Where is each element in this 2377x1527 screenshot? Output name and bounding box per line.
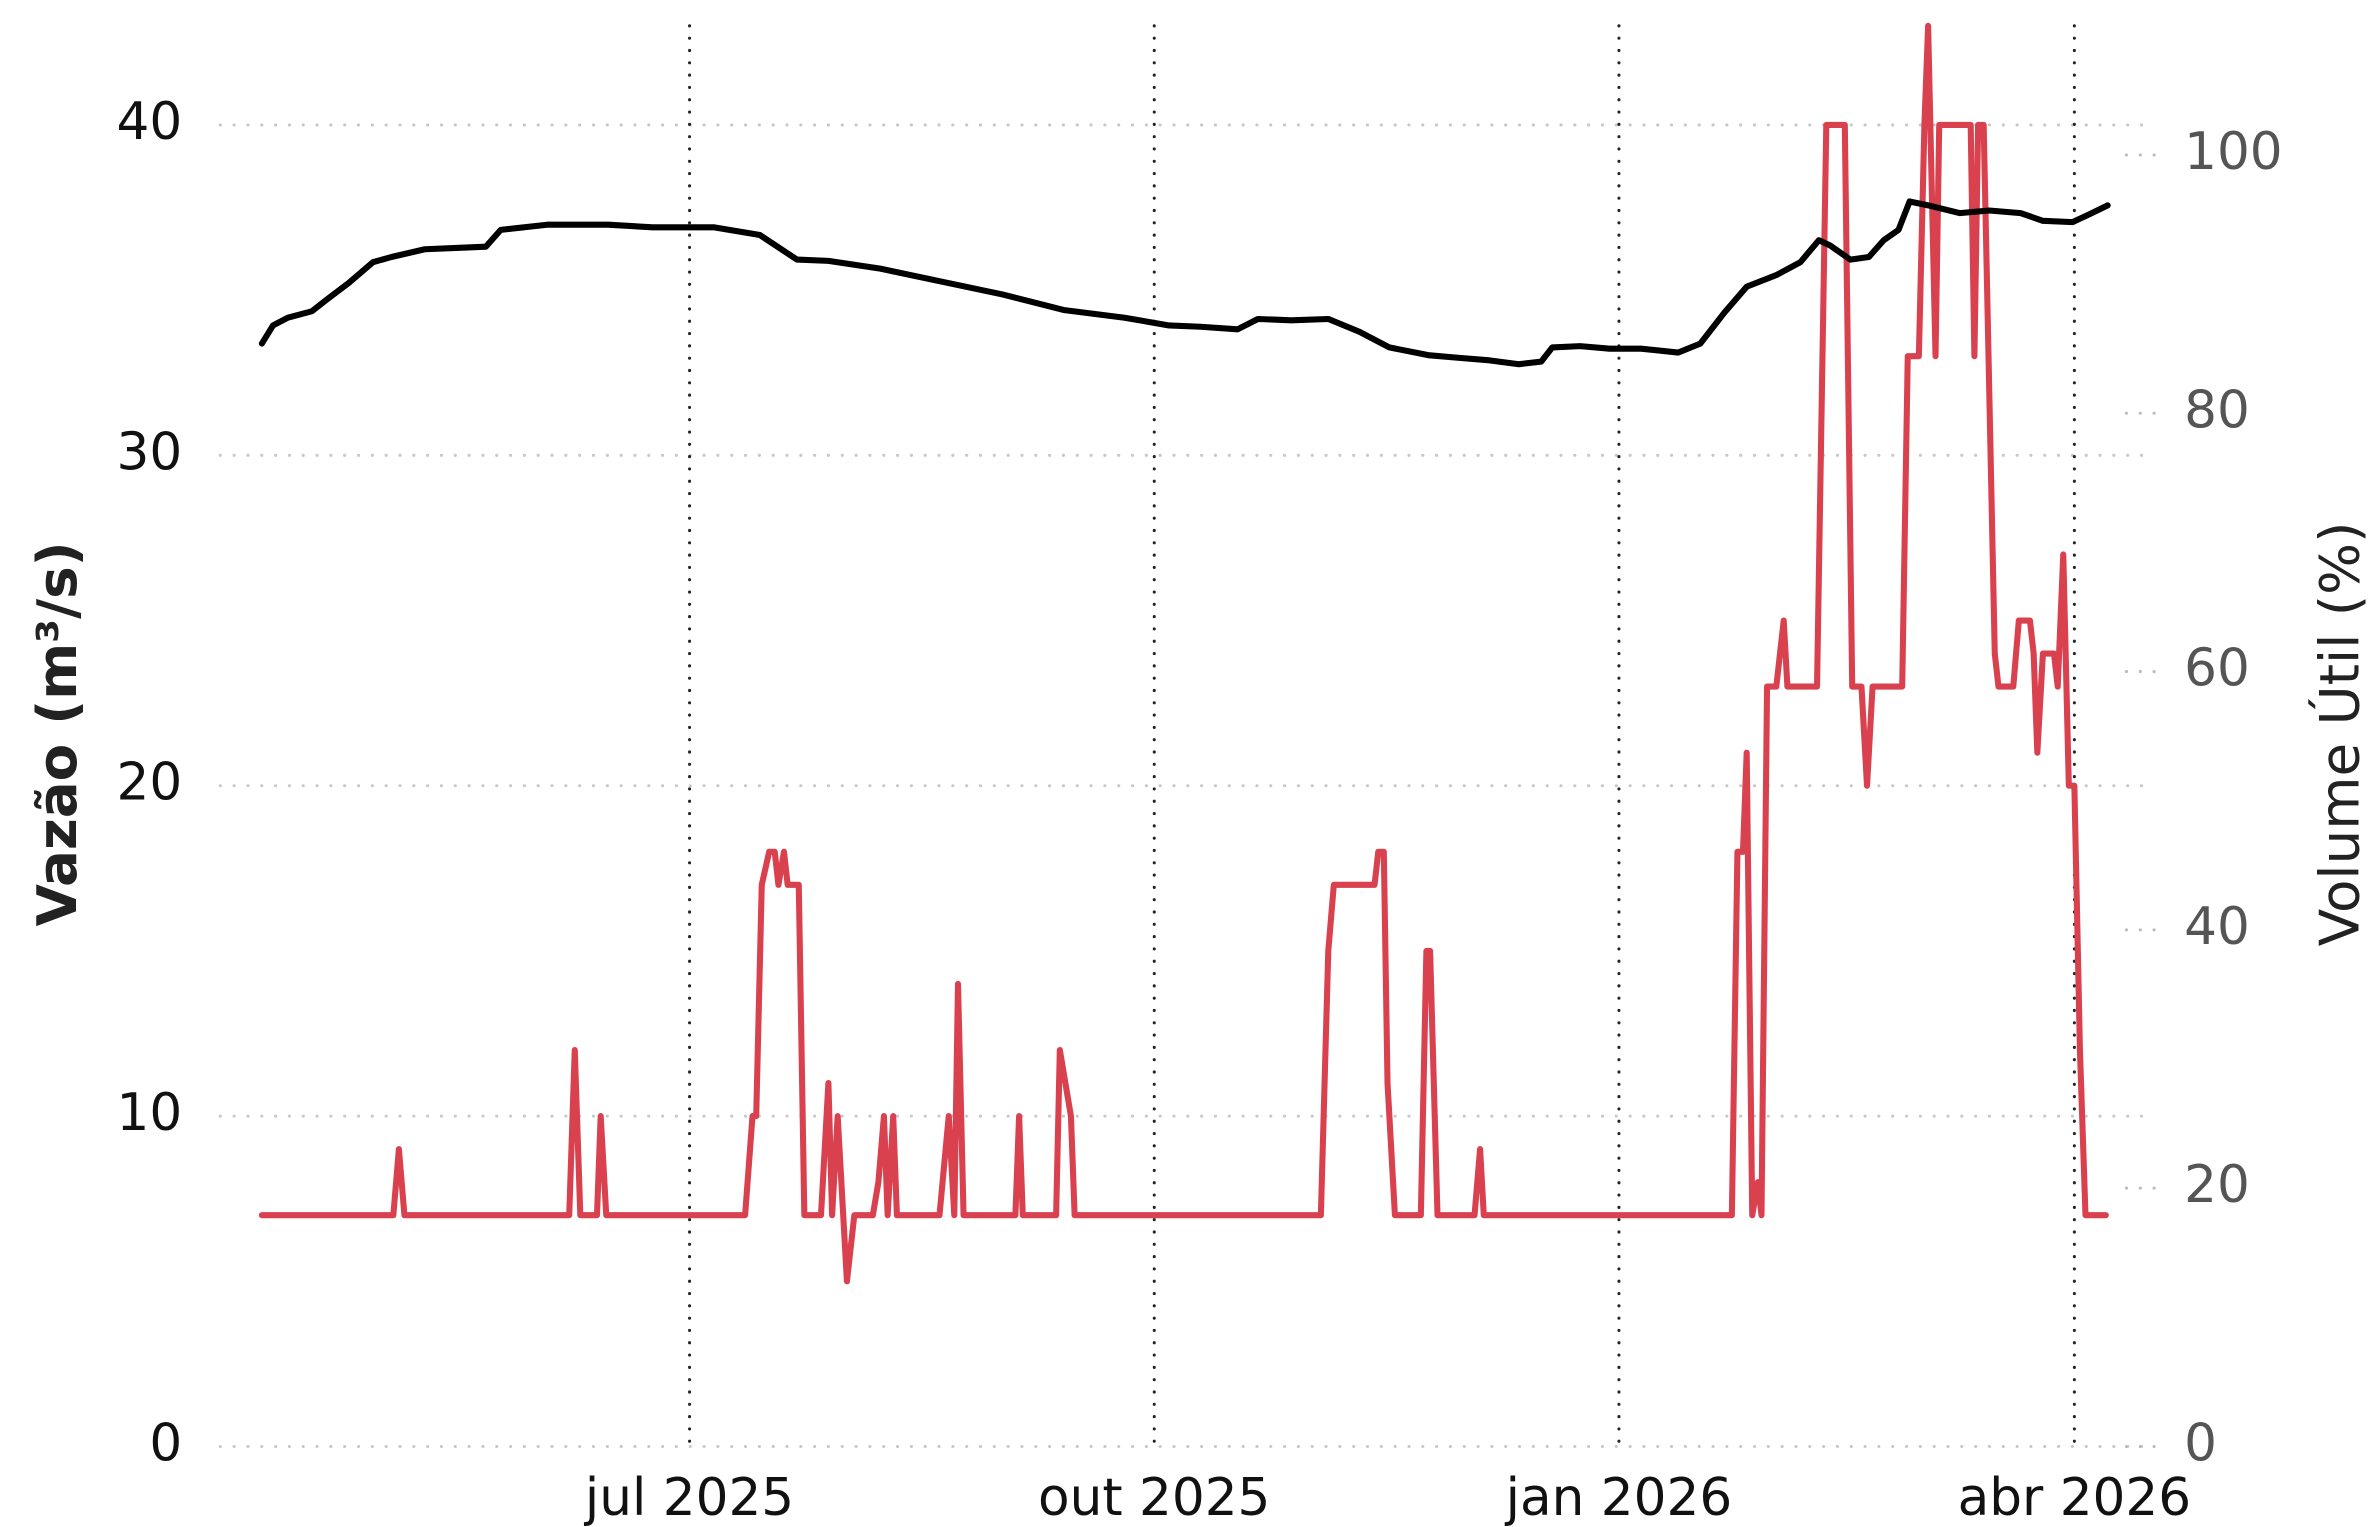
y2-tick-label: 100 — [2184, 122, 2283, 182]
y-tick-label: 20 — [117, 753, 183, 813]
y2-tick-label: 20 — [2184, 1155, 2250, 1215]
series-line — [258, 22, 2109, 1285]
y2-tick-label: 0 — [2184, 1413, 2217, 1473]
y-axis-title: Vazão (m³/s) — [25, 541, 89, 926]
y-tick-label: 40 — [117, 92, 183, 152]
x-tick-label: jan 2026 — [1505, 1468, 1733, 1527]
y2-tick-label: 60 — [2184, 639, 2250, 699]
y2-tick-label: 40 — [2184, 897, 2250, 957]
y-tick-label: 10 — [117, 1083, 183, 1143]
y2-axis-title: Volume Útil (%) — [2308, 522, 2372, 947]
x-tick-label: abr 2026 — [1958, 1468, 2191, 1527]
y-tick-label: 30 — [117, 422, 183, 482]
x-tick-label: out 2025 — [1038, 1468, 1270, 1527]
y-tick-label: 0 — [149, 1413, 182, 1473]
x-tick-label: jul 2025 — [584, 1468, 794, 1527]
y2-tick-label: 80 — [2184, 380, 2250, 440]
series-line — [258, 198, 2111, 368]
